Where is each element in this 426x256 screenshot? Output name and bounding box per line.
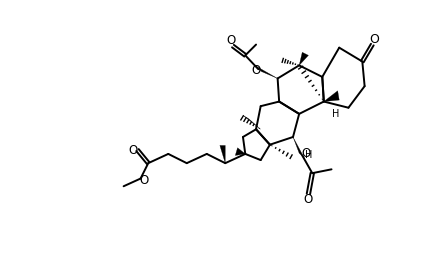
Polygon shape [243, 115, 261, 129]
Text: O: O [128, 144, 138, 157]
Text: O: O [140, 174, 149, 187]
Text: H: H [332, 109, 340, 119]
Text: H: H [305, 151, 312, 161]
Polygon shape [220, 145, 225, 163]
Text: O: O [304, 193, 313, 206]
Polygon shape [324, 91, 339, 102]
Text: O: O [369, 34, 379, 46]
Polygon shape [235, 148, 245, 155]
Text: O: O [251, 64, 261, 77]
Polygon shape [256, 66, 278, 78]
Polygon shape [299, 52, 308, 65]
Text: O: O [302, 147, 311, 161]
Text: O: O [227, 34, 236, 47]
Polygon shape [293, 137, 305, 158]
